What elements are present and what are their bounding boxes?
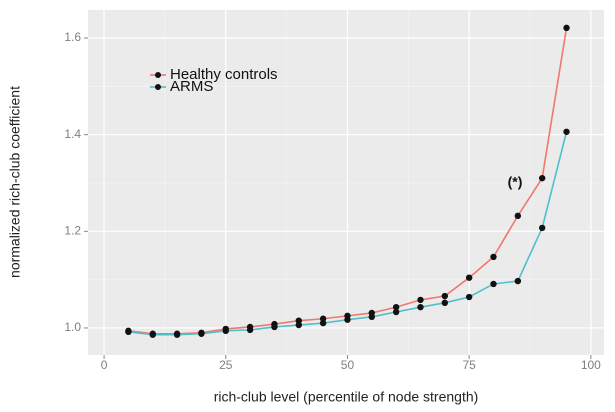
data-point (271, 323, 278, 331)
x-axis-title: rich-club level (percentile of node stre… (214, 389, 479, 405)
data-point (465, 293, 473, 301)
data-point (222, 327, 229, 335)
data-point (563, 128, 570, 135)
data-point (125, 328, 132, 336)
data-point (198, 330, 205, 337)
data-point (441, 292, 449, 300)
legend-label: Healthy controls (170, 66, 278, 83)
y-tick-label: 1.4 (64, 127, 81, 141)
data-point (417, 296, 424, 304)
data-point (344, 316, 351, 323)
y-tick-label: 1.2 (64, 223, 81, 237)
panel (88, 10, 604, 355)
y-tick-label: 1.6 (64, 30, 81, 44)
y-axis-title: normalized rich-club coefficient (7, 86, 23, 278)
data-point (490, 253, 497, 261)
data-point (417, 303, 424, 311)
data-point (538, 174, 546, 182)
data-point (368, 313, 375, 321)
x-tick-label: 75 (462, 358, 476, 372)
legend-key-point (155, 84, 161, 90)
legend-key-point (155, 72, 161, 78)
data-point (441, 299, 449, 307)
x-tick-label: 50 (341, 358, 355, 372)
x-tick-label: 100 (581, 358, 601, 372)
data-point (563, 24, 570, 32)
legend-label: ARMS (170, 78, 213, 95)
data-point (319, 319, 327, 327)
data-point (246, 326, 254, 334)
y-tick-label: 1.0 (64, 320, 81, 334)
data-point (392, 303, 400, 311)
data-point (490, 280, 497, 288)
annotation: (*) (508, 174, 523, 190)
data-point (514, 212, 522, 220)
data-point (149, 331, 156, 338)
x-tick-label: 25 (219, 358, 233, 372)
data-point (392, 308, 400, 316)
data-point (173, 331, 181, 338)
data-point (465, 274, 473, 281)
x-tick-label: 0 (101, 358, 108, 372)
data-point (514, 277, 522, 285)
data-point (295, 321, 302, 329)
data-point (538, 224, 546, 232)
